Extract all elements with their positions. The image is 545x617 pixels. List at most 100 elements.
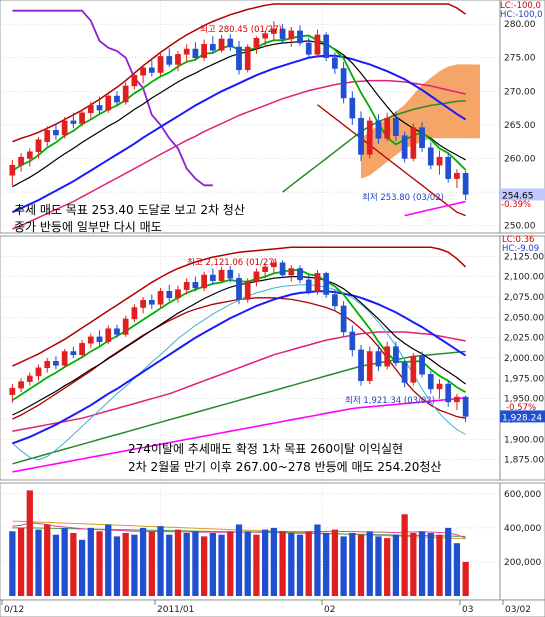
candle-body-0 xyxy=(384,117,391,139)
volume-bar xyxy=(323,532,330,596)
candle-body-1 xyxy=(288,268,295,276)
volume-bar xyxy=(384,538,391,596)
candle-body-0 xyxy=(271,28,277,34)
candle-body-1 xyxy=(218,269,225,281)
candle-body-1 xyxy=(18,381,24,389)
candle-body-1 xyxy=(253,271,260,282)
candle-body-0 xyxy=(166,56,173,65)
candle-body-0 xyxy=(366,120,373,155)
candle-body-0 xyxy=(375,120,382,139)
candle-body-1 xyxy=(436,383,443,390)
candle-body-0 xyxy=(227,38,234,48)
candle-body-1 xyxy=(332,294,338,307)
futures-last-change: -0.39% xyxy=(501,200,531,210)
volume-bar xyxy=(113,536,121,596)
candle-body-0 xyxy=(53,130,59,136)
candle-body-0 xyxy=(61,120,68,136)
futures-annotation-1: 추세 매도 목표 253.40 도달로 보고 2차 청산 xyxy=(14,203,245,217)
y-tick-label-1-7: 2,050.00 xyxy=(504,313,544,323)
y-tick-label-1-9: 2,100.00 xyxy=(504,273,544,283)
y-tick-label-1-10: 2,125.00 xyxy=(504,252,544,262)
candle-body-0 xyxy=(131,74,138,87)
volume-bar xyxy=(296,534,304,596)
volume-bar xyxy=(174,529,182,596)
volume-bar xyxy=(279,531,286,596)
candle-body-0 xyxy=(218,38,225,51)
candle-body-1 xyxy=(157,291,164,305)
candle-body-0 xyxy=(340,68,347,99)
candle-body-1 xyxy=(445,383,452,403)
y-tick-label-1-8: 2,075.00 xyxy=(504,293,544,303)
magenta-line-1 xyxy=(12,397,466,473)
volume-bar xyxy=(192,531,199,596)
y-tick-label-2-1: 400,000 xyxy=(504,524,541,534)
last-value-text-0: 254.65 xyxy=(502,191,534,201)
volume-bar xyxy=(61,527,68,596)
candle-body-0 xyxy=(18,156,24,166)
x-tick-label-3: 03 xyxy=(462,605,473,615)
candle-body-1 xyxy=(244,281,251,300)
candle-body-1 xyxy=(183,282,190,290)
volume-bar xyxy=(357,534,365,596)
volume-bar xyxy=(375,536,382,596)
y-tick-label-1-0: 1,875.00 xyxy=(504,456,544,466)
candle-body-1 xyxy=(462,396,469,417)
candle-body-1 xyxy=(419,356,425,375)
volume-bar xyxy=(235,524,243,596)
volume-bar xyxy=(331,529,339,596)
futures-high-label: 최고 280.45 (01/27) xyxy=(200,24,282,35)
y-tick-label-1-1: 1,900.00 xyxy=(504,435,544,445)
candle-body-1 xyxy=(44,361,51,369)
candle-body-0 xyxy=(358,117,364,155)
futures-low-label: 최저 253.80 (03/02) xyxy=(362,192,444,203)
candle-body-0 xyxy=(297,30,303,44)
volume-bar xyxy=(70,532,77,596)
candle-body-1 xyxy=(305,279,312,292)
volume-bar xyxy=(105,524,112,596)
volume-bar xyxy=(427,532,434,596)
volume-bar xyxy=(253,534,260,596)
last-value-tag-0 xyxy=(500,188,545,201)
volume-bar xyxy=(96,531,103,596)
kospi-annotation-1: 274이탈에 추세매도 확정 1차 목표 260이탈 이익실현 xyxy=(128,442,403,456)
candle-body-0 xyxy=(262,33,269,39)
candle-body-1 xyxy=(192,282,199,289)
candle-body-1 xyxy=(87,336,94,344)
futures-header-lc: LC:-100,0 xyxy=(500,1,541,11)
volume-bar xyxy=(139,527,147,596)
volume-bar xyxy=(157,526,164,596)
x-axis-area xyxy=(0,599,545,617)
candle-body-1 xyxy=(314,273,321,292)
candle-body-1 xyxy=(79,343,85,355)
last-value-tag-1 xyxy=(500,410,545,423)
candle-body-0 xyxy=(96,105,103,111)
candle-body-0 xyxy=(35,139,42,153)
volume-bar xyxy=(87,527,94,596)
bollinger-lower-line-0 xyxy=(317,104,466,217)
candle-body-1 xyxy=(61,351,68,366)
futures-annotation-2: 종가 반등에 일부만 다시 매도 xyxy=(14,220,162,234)
candle-body-0 xyxy=(401,135,408,159)
candle-body-1 xyxy=(349,331,356,351)
candle-body-1 xyxy=(227,269,234,279)
kospi-low-label: 최저 1,921.34 (03/02) xyxy=(345,395,435,406)
candle-body-0 xyxy=(279,28,286,40)
volume-bar xyxy=(17,527,25,596)
chart-axes: 250.00255.00260.00265.00270.00275.00280.… xyxy=(1,20,545,615)
candle-body-0 xyxy=(462,173,469,195)
candle-body-1 xyxy=(427,374,434,390)
candle-body-1 xyxy=(105,328,112,342)
candle-body-1 xyxy=(140,299,146,308)
y-tick-label-0-2: 260.00 xyxy=(504,154,536,164)
candle-body-0 xyxy=(427,147,434,166)
volume-bar xyxy=(453,543,461,596)
candle-body-0 xyxy=(288,30,295,40)
candle-body-0 xyxy=(44,130,51,142)
candle-body-0 xyxy=(9,164,16,176)
volume-bar xyxy=(148,531,155,596)
candle-body-0 xyxy=(140,67,146,76)
candle-body-1 xyxy=(236,277,242,300)
volume-bar xyxy=(44,524,51,596)
volume-bar xyxy=(401,514,408,596)
